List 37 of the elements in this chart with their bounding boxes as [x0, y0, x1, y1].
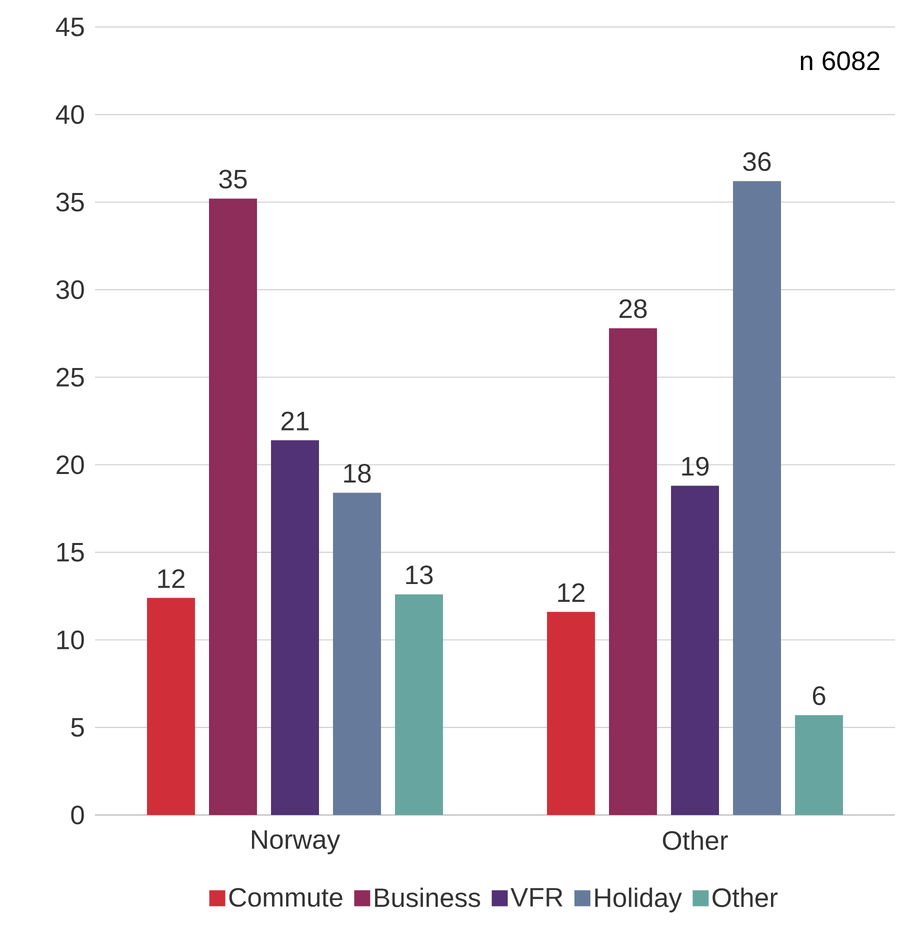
legend-label: Commute: [229, 888, 342, 907]
bar: [547, 612, 595, 815]
data-label: 12: [158, 569, 184, 588]
y-tick-label: 25: [56, 368, 84, 387]
x-tick-label: Norway: [252, 830, 340, 854]
bar: [208, 198, 257, 815]
legend-label: Holiday: [595, 888, 682, 912]
y-tick-label: 0: [71, 806, 84, 824]
legend-label: VFR: [510, 888, 563, 906]
y-tick-label: 35: [56, 192, 84, 212]
y-tick-label: 40: [56, 105, 84, 124]
data-label: 13: [406, 565, 433, 584]
annotation: n 6082: [800, 51, 880, 70]
y-tick-label: 5: [71, 718, 84, 737]
y-tick-label: 10: [57, 630, 84, 650]
data-label: 18: [344, 464, 371, 483]
data-label: 21: [282, 412, 309, 430]
data-label: 12: [558, 583, 584, 602]
data-label: 36: [743, 152, 771, 172]
data-label: 35: [219, 170, 247, 189]
bar: [795, 715, 843, 815]
data-label: 19: [682, 456, 709, 476]
y-tick-label: 45: [56, 18, 84, 36]
y-tick-label: 30: [56, 280, 84, 300]
bar: [271, 440, 319, 815]
bar: [733, 181, 781, 815]
data-label: 28: [620, 299, 647, 318]
bar: [608, 328, 657, 815]
legend-label: Other: [712, 888, 778, 908]
bar: [670, 486, 719, 815]
bar: [333, 492, 381, 815]
y-tick-label: 20: [56, 455, 84, 474]
data-label: 6: [812, 686, 826, 706]
bar: [147, 598, 195, 815]
legend-label: Business: [375, 888, 480, 908]
bar: [394, 594, 443, 815]
y-tick-label: 15: [57, 543, 84, 562]
